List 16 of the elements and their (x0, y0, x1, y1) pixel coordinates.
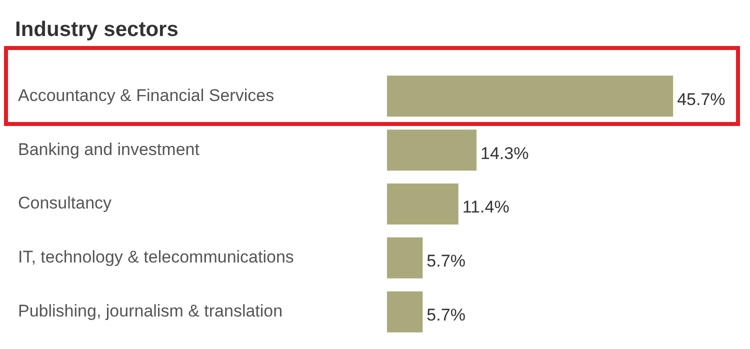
data-label: 5.7% (426, 252, 466, 271)
bar (387, 184, 458, 224)
text: Industry sectors (15, 18, 178, 42)
y-tick-label: Banking and investment (18, 140, 200, 159)
data-label: 11.4% (462, 198, 510, 217)
y-tick-label: Publishing, journalism & translation (18, 302, 283, 321)
bar (387, 130, 477, 171)
bar (387, 76, 674, 117)
y-tick-label: IT, technology & telecommunications (18, 248, 294, 267)
bar (387, 291, 423, 332)
bar (387, 237, 423, 278)
data-label: 5.7% (426, 306, 466, 325)
data-label: 45.7% (677, 90, 726, 109)
y-tick-label: Consultancy (18, 194, 112, 213)
y-tick-label: Accountancy & Financial Services (18, 86, 274, 105)
data-label: 14.3% (480, 144, 529, 163)
